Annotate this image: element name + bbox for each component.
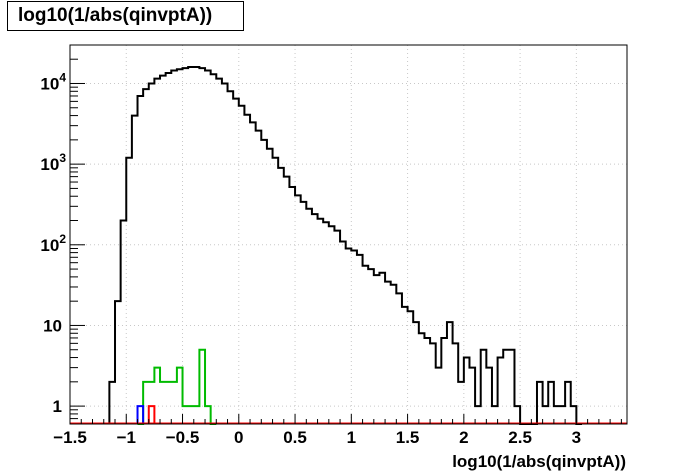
- y-tick-label: 10: [43, 316, 62, 335]
- series-group: [70, 66, 627, 425]
- histogram-series-0: [108, 66, 582, 425]
- x-tick-label: −0.5: [166, 428, 200, 447]
- chart-title: log10(1/abs(qinvptA)): [7, 1, 244, 31]
- y-axis: 1 10 102 103 104: [40, 44, 85, 425]
- x-tick-label: 0: [234, 428, 243, 447]
- grid: [70, 45, 627, 424]
- y-tick-label: 1: [53, 397, 62, 416]
- plot-frame-rect: [69, 44, 628, 425]
- x-axis: −1.5 −1 −0.5 0 0.5 1 1.5 2 2.5 3: [53, 414, 622, 447]
- y-tick-label: 102: [40, 232, 66, 255]
- y-tick-label: 103: [40, 151, 66, 174]
- y-tick-label: 104: [40, 70, 66, 93]
- x-tick-label: 2.5: [508, 428, 532, 447]
- x-tick-label: −1: [117, 428, 136, 447]
- x-tick-label: 0.5: [283, 428, 307, 447]
- x-tick-label: 3: [572, 428, 581, 447]
- x-tick-label: 1.5: [396, 428, 420, 447]
- histogram-series-1: [137, 348, 217, 425]
- x-tick-label: 2: [459, 428, 468, 447]
- x-tick-label: 1: [347, 428, 356, 447]
- plot-frame: [69, 44, 628, 425]
- histogram-series-2: [136, 405, 145, 424]
- x-tick-label: −1.5: [53, 428, 87, 447]
- histogram-series-3: [147, 405, 156, 424]
- x-axis-label: log10(1/abs(qinvptA)): [452, 452, 626, 471]
